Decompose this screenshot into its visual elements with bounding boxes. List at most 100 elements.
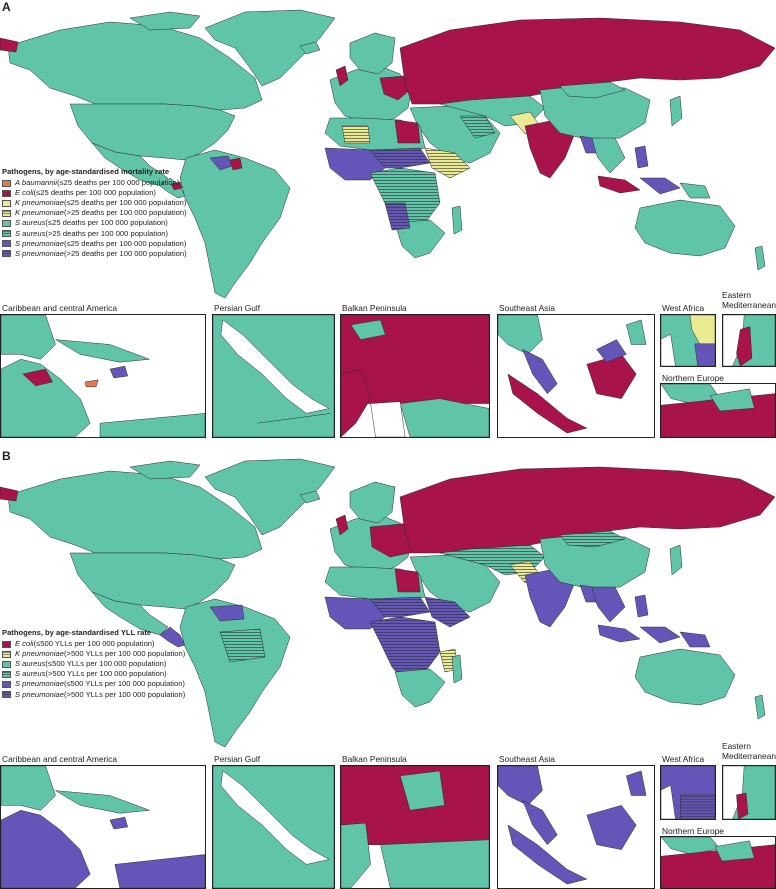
legend-label: (≤25 deaths per 100 000 population)	[63, 238, 187, 248]
legend-item: S aureus (≤500 YLLs per 100 000 populati…	[2, 659, 185, 669]
legend-label: (>500 YLLs per 100 000 population)	[63, 649, 186, 659]
australia	[634, 199, 736, 257]
horn-of-africa	[424, 147, 471, 179]
legend-item: A baumannii (≤25 deaths per 100 000 popu…	[2, 178, 187, 188]
legend-organism: A baumannii	[15, 178, 57, 188]
legend-item: S aureus (>25 deaths per 100 000 populat…	[2, 229, 187, 239]
legend-title: Pathogens, by age-standardised YLL rate	[2, 628, 152, 637]
canada-islands	[129, 11, 201, 31]
legend-organism: S pneumoniae	[15, 679, 64, 689]
honduras	[170, 181, 183, 191]
legend-label: (≤500 YLLs per 100 000 population)	[63, 679, 185, 689]
inset-eastern-mediterranean-map	[722, 765, 776, 820]
new-zealand	[754, 245, 766, 271]
legend-item: S aureus (≤25 deaths per 100 000 populat…	[2, 218, 187, 228]
legend-organism: S pneumoniae	[15, 248, 64, 258]
legend-swatch	[2, 250, 11, 258]
inset-northern-europe-map	[660, 836, 776, 889]
inset-title-west-africa: West Africa	[662, 303, 705, 313]
inset-balkan-map	[340, 314, 490, 438]
legend-swatch	[2, 209, 11, 217]
inset-caribbean-map	[0, 314, 206, 438]
legend-label: (≤25 deaths per 100 000 population)	[45, 218, 168, 228]
legend-swatch	[2, 179, 11, 187]
sahel-hatched	[369, 147, 431, 169]
inset-title-persian-gulf: Persian Gulf	[214, 754, 261, 764]
panel-a-letter: A	[2, 0, 11, 14]
poland-ukraine	[379, 75, 413, 101]
legend-swatch	[2, 199, 11, 207]
legend-organism: E coli	[15, 188, 34, 198]
inset-southeast-asia-map	[497, 314, 655, 438]
inset-caribbean-map	[0, 765, 206, 889]
southern-africa	[394, 219, 446, 259]
legend-organism: S aureus	[15, 218, 46, 228]
legend-organism: S pneumoniae	[15, 689, 64, 699]
legend-swatch	[2, 230, 11, 238]
inset-title-caribbean: Caribbean and central America	[2, 303, 117, 313]
legend-swatch	[2, 189, 11, 197]
legend-organism: S pneumoniae	[15, 238, 64, 248]
inset-title-caribbean: Caribbean and central America	[2, 754, 117, 764]
legend-item: S aureus (>500 YLLs per 100 000 populati…	[2, 669, 185, 679]
inset-west-africa-map	[660, 314, 716, 367]
legend-item: S pneumoniae (≤500 YLLs per 100 000 popu…	[2, 679, 185, 689]
legend-label: (≤25 deaths per 100 000 population)	[63, 198, 187, 208]
legend-label: (>500 YLLs per 100 000 population)	[45, 669, 167, 679]
guyana	[229, 157, 243, 171]
legend-label: (>25 deaths per 100 000 population)	[45, 228, 169, 238]
inset-title-eastern-mediterranean: Eastern Mediterranean	[722, 741, 776, 761]
greenland	[204, 9, 336, 87]
panel-b-legend: Pathogens, by age-standardised YLL rate …	[2, 628, 185, 700]
inset-persian-gulf-map	[212, 765, 335, 889]
inset-title-persian-gulf: Persian Gulf	[214, 303, 261, 313]
legend-organism: S aureus	[15, 659, 46, 669]
inset-eastern-mediterranean-map	[722, 314, 776, 367]
inset-title-eastern-mediterranean: Eastern Mediterranean	[722, 290, 776, 310]
inset-title-balkan: Balkan Peninsula	[342, 303, 407, 313]
philippines	[634, 145, 649, 169]
myanmar	[579, 135, 597, 154]
algeria-hatched	[341, 125, 371, 144]
png	[679, 182, 711, 199]
inset-balkan-map	[340, 765, 490, 889]
legend-swatch	[2, 650, 11, 658]
inset-title-balkan: Balkan Peninsula	[342, 754, 407, 764]
legend-label: (≤25 deaths per 100 000 population)	[56, 178, 180, 188]
legend-swatch	[2, 681, 11, 689]
southeast-asia	[589, 137, 626, 174]
legend-swatch	[2, 660, 11, 668]
legend-item: E coli (≤25 deaths per 100 000 populatio…	[2, 188, 187, 198]
legend-organism: K pneumoniae	[15, 649, 64, 659]
legend-item: K pneumoniae (>500 YLLs per 100 000 popu…	[2, 649, 185, 659]
legend-item: K pneumoniae (>25 deaths per 100 000 pop…	[2, 208, 187, 218]
legend-label: (≤500 YLLs per 100 000 population)	[45, 659, 167, 669]
legend-label: (>25 deaths per 100 000 population)	[63, 248, 187, 258]
legend-swatch	[2, 240, 11, 248]
inset-title-northern-europe: Northern Europe	[662, 826, 724, 836]
legend-swatch	[2, 640, 11, 648]
legend-organism: S aureus	[15, 228, 46, 238]
legend-title: Pathogens, by age-standardised mortality…	[2, 167, 170, 176]
panel-a-legend: Pathogens, by age-standardised mortality…	[2, 167, 187, 259]
egypt	[394, 119, 421, 144]
inset-title-west-africa: West Africa	[662, 754, 705, 764]
inset-persian-gulf-map	[212, 314, 335, 438]
scandinavia	[349, 32, 396, 75]
inset-west-africa-map	[660, 765, 716, 820]
legend-item: E coli (≤500 YLLs per 100 000 population…	[2, 639, 185, 649]
indonesia-1	[597, 175, 641, 194]
madagascar	[451, 205, 463, 235]
angola	[384, 202, 411, 231]
legend-organism: S aureus	[15, 669, 46, 679]
japan	[669, 95, 683, 127]
legend-item: K pneumoniae (≤25 deaths per 100 000 pop…	[2, 198, 187, 208]
inset-title-southeast-asia: Southeast Asia	[499, 754, 555, 764]
legend-item: S pneumoniae (≤25 deaths per 100 000 pop…	[2, 239, 187, 249]
iceland	[299, 41, 321, 55]
panel-b-letter: B	[2, 449, 11, 463]
legend-item: S pneumoniae (>500 YLLs per 100 000 popu…	[2, 690, 185, 700]
alaska-tip	[0, 37, 19, 53]
panel-b-world-map	[0, 457, 776, 749]
legend-item: S pneumoniae (>25 deaths per 100 000 pop…	[2, 249, 187, 259]
